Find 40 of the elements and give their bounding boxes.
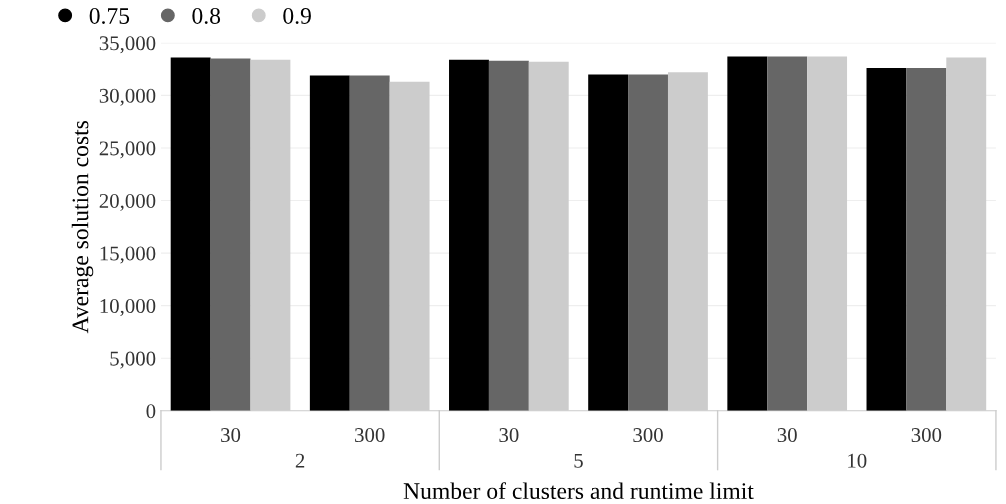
y-tick-label: 5,000 [110,351,156,369]
x-tick-label: 300 [911,428,942,443]
bar [866,68,907,411]
x-tick-label: 30 [221,428,241,443]
text: 5 [574,453,583,468]
x-tick-label: 300 [633,428,663,443]
bar [767,56,808,411]
text: 10 [848,453,867,468]
x-axis-title: Number of clusters and runtime limit [403,482,754,500]
y-tick-label: 35,000 [99,36,156,54]
bar [628,74,668,411]
bar [309,75,350,411]
bar [727,56,768,411]
x-tick-label: 30 [499,428,519,443]
bar [588,74,629,411]
y-tick-label: 25,000 [99,141,156,159]
bar [349,75,390,411]
bar [250,59,291,411]
bar [906,68,947,411]
bar [449,59,489,411]
bar [667,72,708,411]
bar [807,56,848,411]
bar [170,57,211,411]
x-tick-label: 300 [355,428,385,443]
y-axis-title: Average solution costs [71,120,94,334]
legend-label: 0.9 [283,7,311,24]
x-tick-label: 30 [777,428,797,443]
text: 2 [295,453,305,468]
y-tick-label: 10,000 [100,299,156,317]
bar [210,58,251,411]
y-tick-label: 0 [146,404,156,419]
y-tick-label: 15,000 [100,246,156,264]
y-tick-label: 20,000 [99,193,156,211]
y-tick-label: 30,000 [99,88,156,106]
legend-label: 0.75 [89,7,130,24]
bar [389,81,430,411]
legend-label: 0.8 [192,7,221,24]
bar [528,61,569,411]
bar [488,60,529,411]
bar [946,57,987,411]
